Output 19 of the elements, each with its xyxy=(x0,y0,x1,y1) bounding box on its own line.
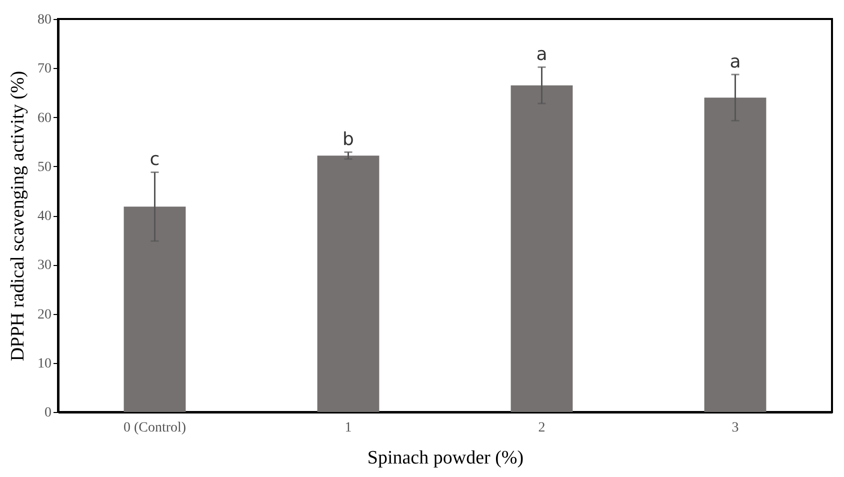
y-tick-label: 60 xyxy=(38,110,52,126)
annotation: a xyxy=(730,52,741,73)
y-tick-label: 30 xyxy=(38,258,52,274)
annotation: b xyxy=(342,129,354,150)
y-tick-label: 40 xyxy=(38,209,52,224)
y-tick-label: 10 xyxy=(38,356,52,372)
annotation: c xyxy=(150,148,160,170)
x-tick-label: 3 xyxy=(732,420,739,436)
x-axis-title: Spinach powder (%) xyxy=(367,448,524,468)
y-tick-label: 70 xyxy=(38,62,52,77)
y-tick-label: 20 xyxy=(38,307,52,322)
annotation: a xyxy=(536,44,548,66)
y-tick-label: 80 xyxy=(38,12,52,28)
x-tick-label: 0 (Control) xyxy=(123,420,186,436)
x-tick-label: 2 xyxy=(538,420,546,436)
y-axis-title: DPPH radical scavenging activity (%) xyxy=(8,70,28,362)
y-tick-label: 0 xyxy=(44,406,52,420)
y-tick-label: 50 xyxy=(38,160,52,175)
x-tick-label: 1 xyxy=(344,420,352,436)
